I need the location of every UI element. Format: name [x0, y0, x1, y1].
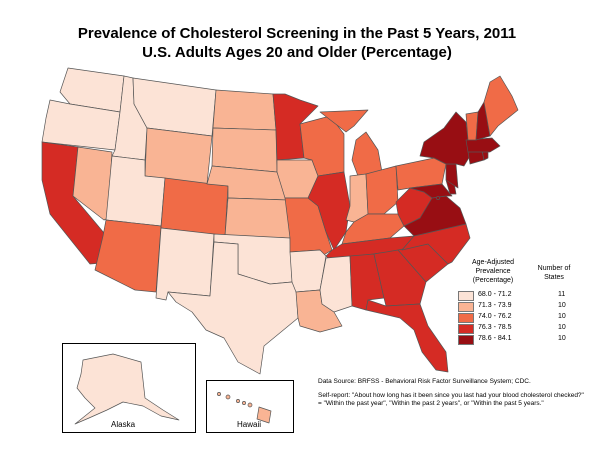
alaska-inset: Alaska	[62, 343, 196, 433]
legend-range: 68.0 - 71.2	[478, 291, 512, 298]
state-NY	[419, 111, 471, 167]
legend-swatch	[458, 335, 474, 345]
state-CO	[160, 177, 229, 237]
hawaii-label: Hawaii	[237, 420, 262, 429]
legend-title: Age-Adjusted Prevalence (Percentage)	[471, 259, 515, 284]
hawaii-map	[217, 392, 272, 424]
source-line: Data Source: BRFSS - Behavioral Risk Fac…	[318, 378, 531, 385]
state-AK	[74, 353, 180, 425]
legend-count-title: Number of States	[537, 265, 571, 281]
alaska-label: Alaska	[111, 420, 136, 429]
state-MD	[409, 183, 453, 199]
legend-range: 76.3 - 78.5	[478, 324, 512, 331]
legend-count: 10	[558, 302, 566, 309]
self-report-note: Self-report: "About how long has it been…	[318, 392, 584, 407]
state-ME	[483, 75, 519, 137]
legend-count: 10	[558, 324, 566, 331]
legend-row: 71.3 - 73.9 10	[458, 301, 578, 312]
title-line-1: Prevalence of Cholesterol Screening in t…	[77, 25, 517, 42]
alaska-map	[74, 353, 180, 425]
state-MS	[319, 255, 353, 313]
state-HI	[217, 392, 272, 424]
legend-row: 78.6 - 84.1 10	[458, 334, 578, 345]
state-ND	[212, 89, 277, 131]
state-IN	[345, 173, 369, 223]
state-NM	[155, 227, 215, 301]
hawaii-inset: Hawaii	[206, 380, 294, 433]
state-AZ	[94, 219, 162, 293]
legend-swatch	[458, 324, 474, 334]
source-note: Data Source: BRFSS - Behavioral Risk Fac…	[318, 378, 588, 408]
legend-range: 78.6 - 84.1	[478, 335, 512, 342]
legend-row: 76.3 - 78.5 10	[458, 323, 578, 334]
state-KS	[224, 197, 291, 239]
title-line-2: U.S. Adults Ages 20 and Older (Percentag…	[142, 44, 452, 61]
legend-count: 11	[558, 291, 566, 298]
state-OH	[365, 165, 399, 215]
legend-swatch	[458, 302, 474, 312]
state-MA	[465, 137, 501, 153]
legend-range: 71.3 - 73.9	[478, 302, 512, 309]
legend-swatch	[458, 291, 474, 301]
state-FL	[365, 299, 449, 373]
legend-range: 74.0 - 76.2	[478, 313, 512, 320]
state-TX	[167, 241, 299, 375]
legend-count: 10	[558, 335, 566, 342]
legend-row: 68.0 - 71.2 11	[458, 290, 578, 301]
state-SD	[211, 127, 278, 173]
legend-row: 74.0 - 76.2 10	[458, 312, 578, 323]
state-DC	[436, 196, 440, 200]
map-title: Prevalence of Cholesterol Screening in t…	[0, 24, 594, 62]
state-WY	[144, 127, 213, 185]
legend-swatch	[458, 313, 474, 323]
legend-count: 10	[558, 313, 566, 320]
